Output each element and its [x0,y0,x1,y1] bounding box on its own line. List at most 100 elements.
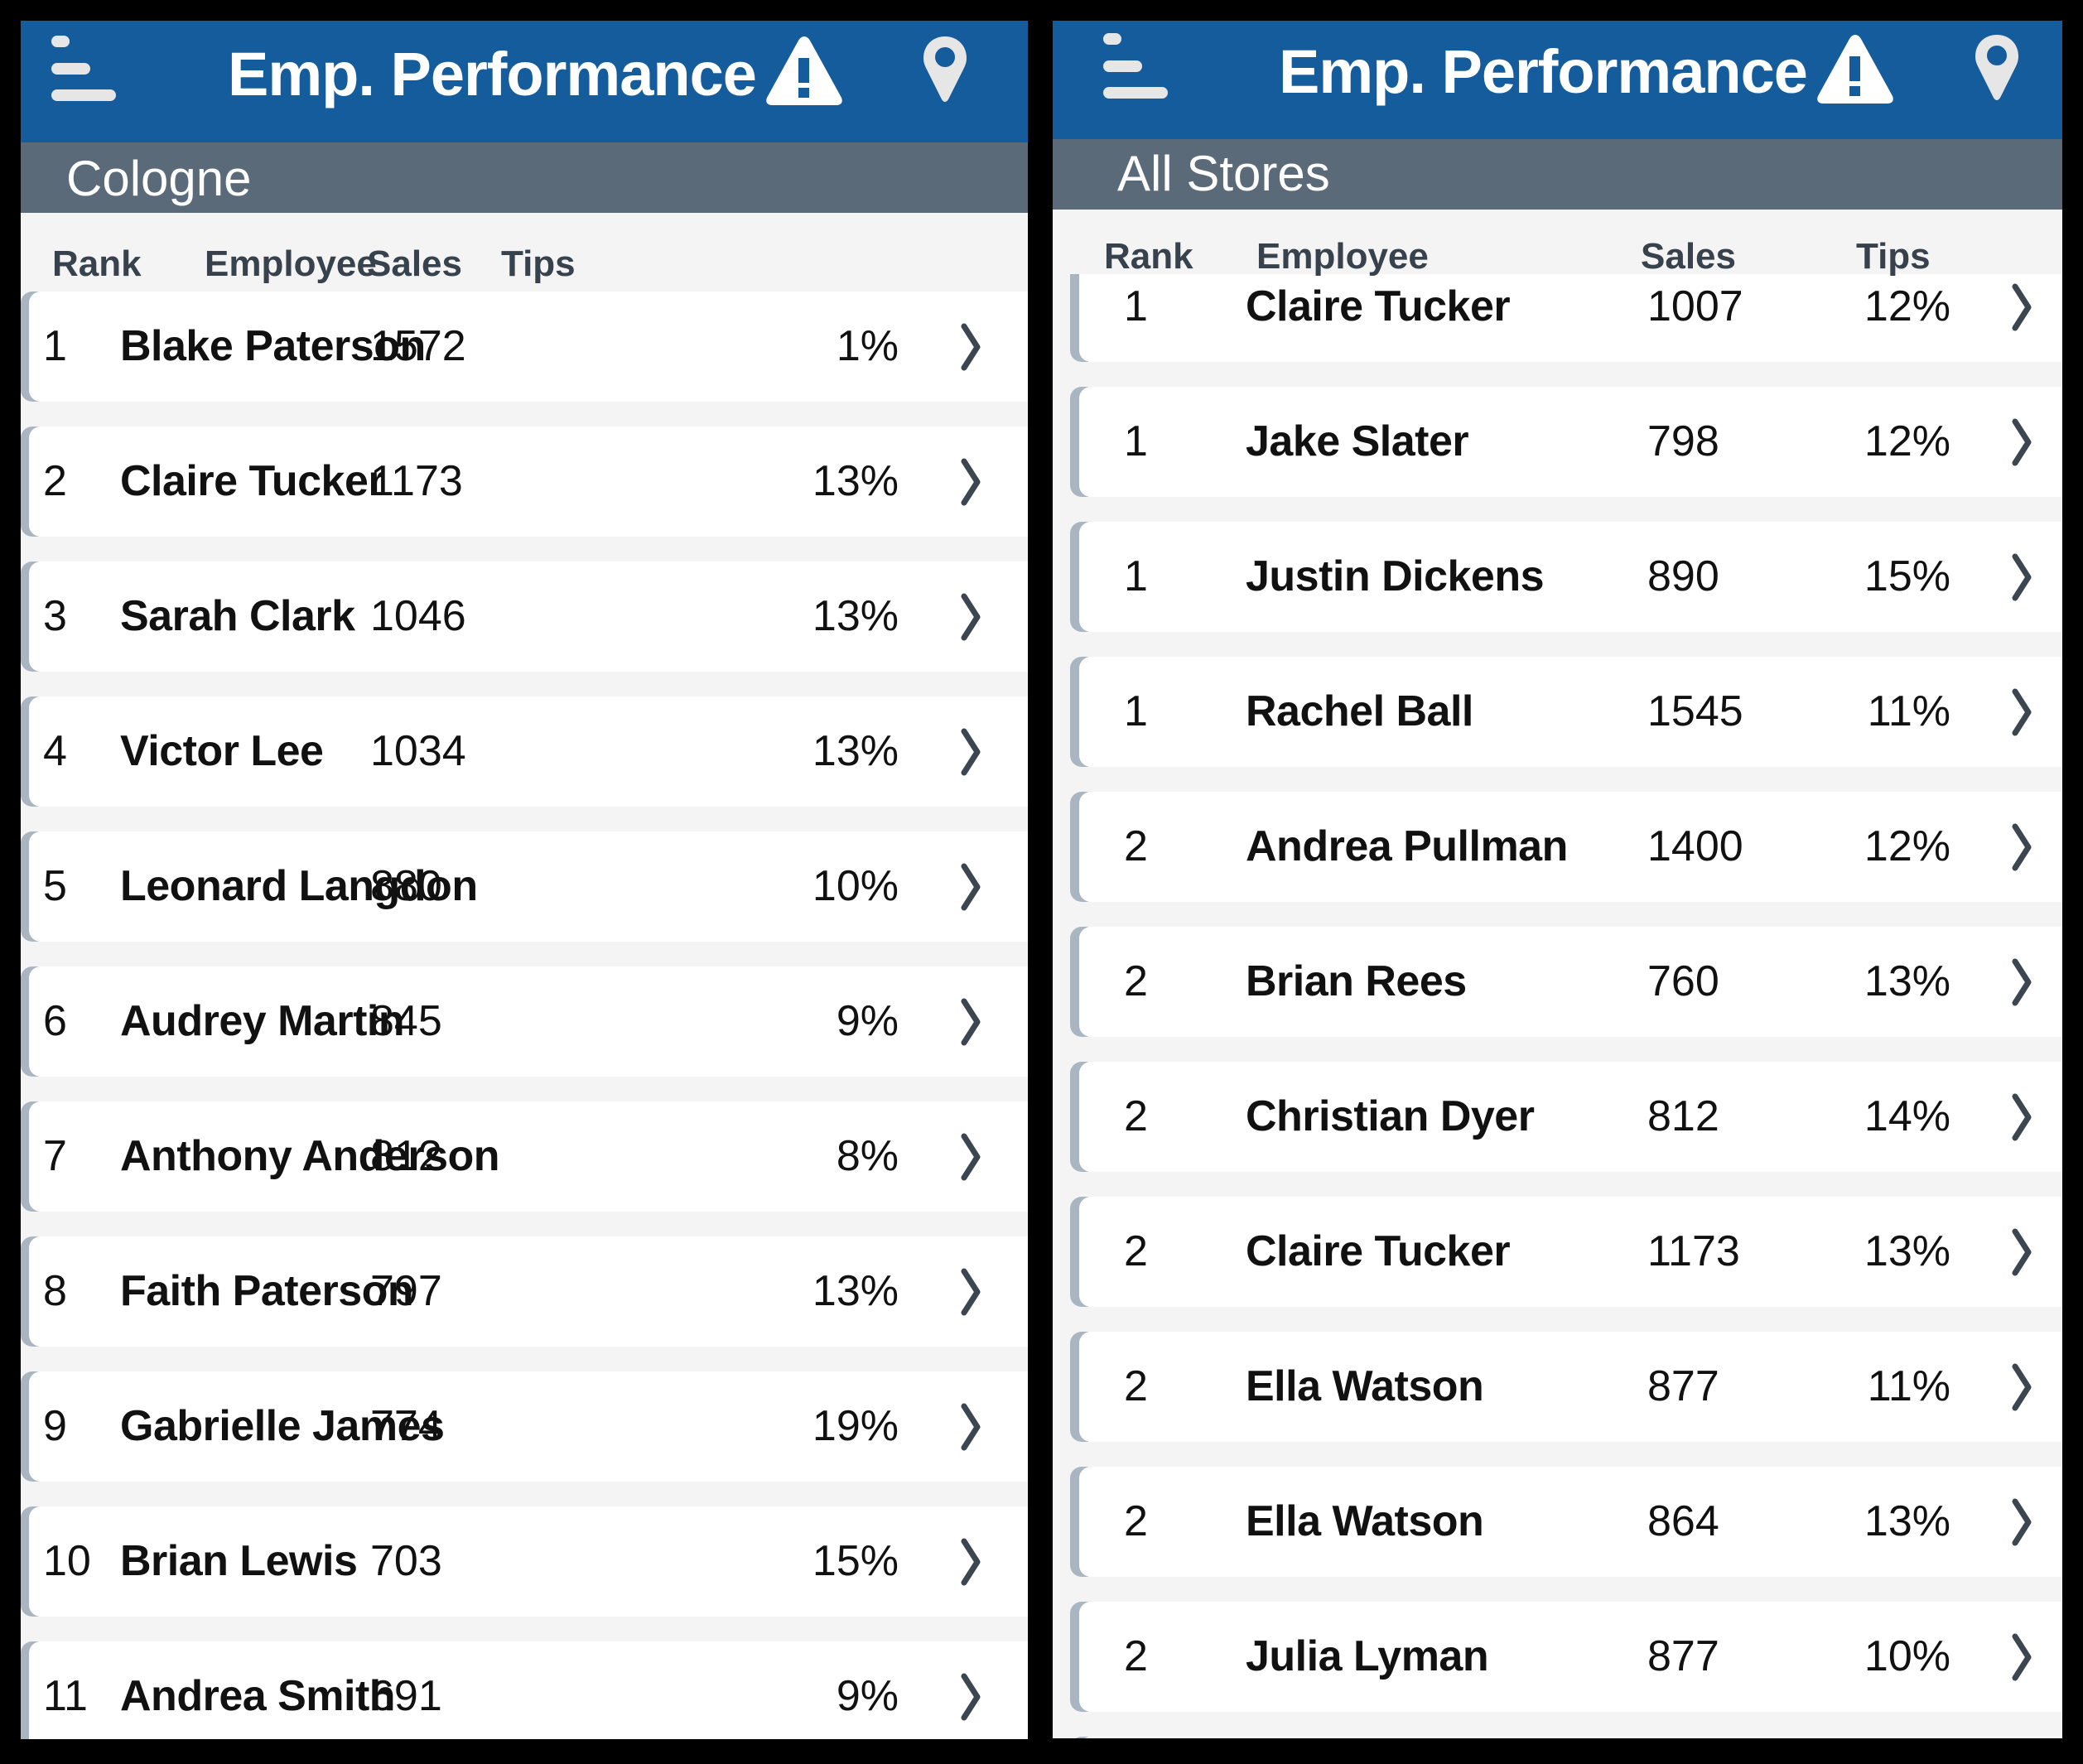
row-card [1079,1197,2062,1307]
chevron-right-icon[interactable] [960,1403,981,1451]
rank-value: 2 [1124,1227,1148,1275]
tips-value [1536,1737,1950,1738]
employee-row[interactable]: 2 Ella Watson 877 11% [1053,1332,2062,1442]
sales-value: 1173 [370,457,463,505]
chevron-right-icon[interactable] [2011,1228,2032,1276]
chevron-right-icon[interactable] [960,593,981,641]
employee-row[interactable]: 2 Claire Tucker 1173 13% [1053,1197,2062,1307]
employee-row[interactable]: 2 Julia Lyman 877 10% [1053,1602,2062,1712]
sales-value: 1400 [1647,822,1743,870]
employee-row[interactable]: 9 Gabrielle James 774 19% [21,1371,1028,1482]
row-card [29,292,1028,402]
chevron-right-icon[interactable] [2011,1633,2032,1681]
column-header-rank[interactable]: Rank [52,243,142,284]
chevron-right-icon[interactable] [960,1673,981,1721]
chevron-right-icon[interactable] [960,998,981,1046]
column-header-tips[interactable]: Tips [1856,236,1931,277]
row-card [1079,1062,2062,1172]
employee-row[interactable]: 2 Ella Watson 864 13% [1053,1467,2062,1577]
warning-triangle-icon[interactable] [1815,31,1896,108]
employee-name: Blake Paterson [120,322,426,370]
sales-value: 877 [1647,1362,1719,1410]
employee-row[interactable]: 2 Claire Tucker 1173 13% [21,427,1028,537]
chevron-right-icon[interactable] [2011,1498,2032,1546]
employee-row[interactable]: 5 Leonard Langdon 880 10% [21,831,1028,942]
column-header-sales[interactable]: Sales [367,243,462,284]
employee-row[interactable]: 3 Sarah Clark 1046 13% [21,561,1028,672]
row-card [1079,522,2062,632]
employee-row[interactable]: 1 Jake Slater 798 12% [1053,387,2062,497]
row-card [1079,927,2062,1037]
column-header-employee[interactable]: Employee [205,243,377,284]
chevron-right-icon[interactable] [2011,1093,2032,1141]
chevron-right-icon[interactable] [2011,958,2032,1006]
employee-list[interactable]: 1 Claire Tucker 1007 12% 1 Jake Slater 798 12% 1… [1053,252,2062,1738]
chevron-right-icon[interactable] [2011,418,2032,466]
hamburger-menu-icon[interactable] [51,36,118,104]
column-header-employee[interactable]: Employee [1256,236,1429,277]
store-subheader: Cologne [21,142,1028,213]
chevron-right-icon[interactable] [960,728,981,776]
row-accent [1070,1737,1088,1738]
chevron-right-icon[interactable] [960,1133,981,1181]
employee-row[interactable]: 1 Blake Paterson 1572 1% [21,292,1028,402]
row-card [1079,1737,2062,1738]
row-card [29,831,1028,942]
employee-row[interactable]: 10 Brian Lewis 703 15% [21,1506,1028,1617]
sales-value: 880 [370,862,442,910]
employee-row[interactable] [1053,1737,2062,1738]
employee-row[interactable]: 2 Andrea Pullman 1400 12% [1053,792,2062,902]
rank-value: 1 [1124,552,1148,600]
tips-value: 8% [836,1132,899,1180]
chevron-right-icon[interactable] [2011,1363,2032,1411]
chevron-right-icon[interactable] [2011,553,2032,601]
employee-row[interactable]: 6 Audrey Martin 845 9% [21,966,1028,1077]
hamburger-menu-icon[interactable] [1103,33,1169,101]
chevron-right-icon[interactable] [960,323,981,371]
row-card [1079,1602,2062,1712]
menu-bar [51,89,116,101]
employee-row[interactable]: 1 Justin Dickens 890 15% [1053,522,2062,632]
row-card [1079,387,2062,497]
sales-value: 760 [1647,957,1719,1005]
employee-row[interactable]: 7 Anthony Anderson 812 8% [21,1101,1028,1212]
menu-bar [1103,60,1142,72]
menu-bar [51,63,90,75]
chevron-right-icon[interactable] [960,863,981,911]
employee-list[interactable]: 1 Blake Paterson 1572 1% 2 Claire Tucker 1173 1… [21,292,1028,1739]
sales-value: 1007 [1647,282,1743,330]
warning-triangle-icon[interactable] [764,33,845,109]
rank-value: 1 [1124,687,1148,735]
rank-value: 2 [43,457,67,505]
chevron-right-icon[interactable] [2011,823,2032,871]
employee-name: Andrea Smith [120,1672,396,1720]
employee-row[interactable]: 2 Christian Dyer 812 14% [1053,1062,2062,1172]
employee-row[interactable]: 11 Andrea Smith 691 9% [21,1641,1028,1739]
column-header-sales[interactable]: Sales [1641,236,1736,277]
chevron-right-icon[interactable] [2011,688,2032,736]
row-card [1079,1467,2062,1577]
rank-value: 4 [43,727,67,775]
rank-value: 10 [43,1537,91,1585]
chevron-right-icon[interactable] [960,1538,981,1586]
tips-value: 11% [1867,687,1950,735]
employee-name: Ella Watson [1246,1362,1484,1410]
sales-value: 774 [370,1402,442,1450]
chevron-right-icon[interactable] [960,1268,981,1316]
chevron-right-icon[interactable] [960,458,981,506]
row-card [1079,1332,2062,1442]
sales-value: 812 [370,1132,442,1180]
map-pin-icon[interactable] [922,35,968,103]
tips-value: 13% [812,727,899,775]
column-header-rank[interactable]: Rank [1104,236,1193,277]
employee-row[interactable]: 4 Victor Lee 1034 13% [21,696,1028,807]
employee-row[interactable]: 8 Faith Paterson 797 13% [21,1236,1028,1347]
map-pin-icon[interactable] [1974,33,2020,101]
menu-bar [51,36,70,47]
column-header-tips[interactable]: Tips [501,243,576,284]
employee-row[interactable]: 1 Rachel Ball 1545 11% [1053,657,2062,767]
employee-name: Anthony Anderson [120,1132,500,1180]
sales-value: 1572 [370,322,466,370]
employee-row[interactable]: 2 Brian Rees 760 13% [1053,927,2062,1037]
chevron-right-icon[interactable] [2011,283,2032,331]
